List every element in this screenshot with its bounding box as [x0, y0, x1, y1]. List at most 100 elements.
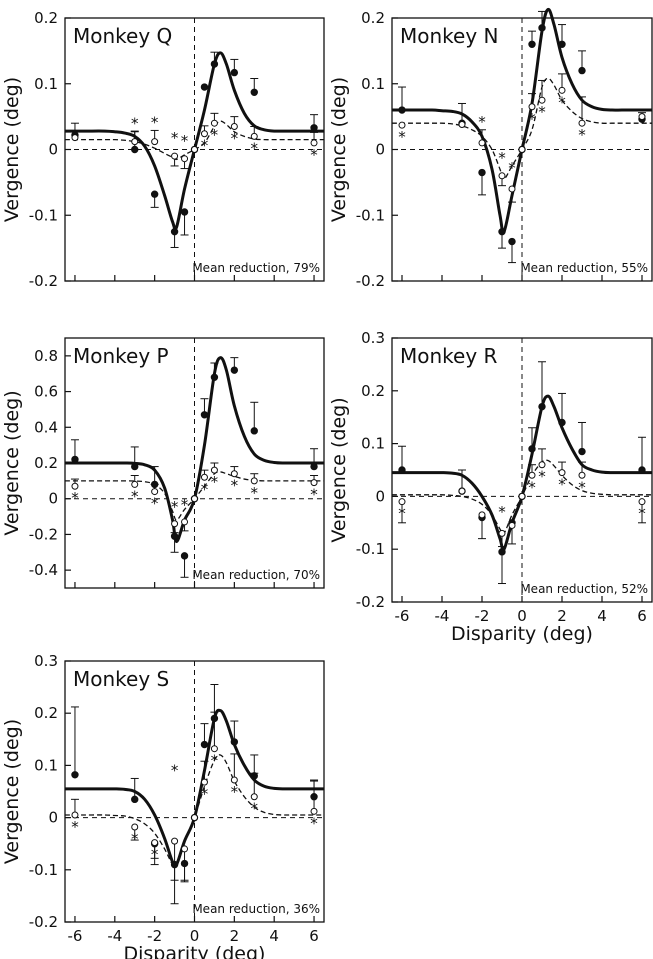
significance-star: * [310, 486, 318, 504]
y-tick-label: 0.2 [361, 382, 385, 400]
mean-reduction-note: Mean reduction, 70% [192, 568, 320, 582]
y-axis-label: Vergence (deg) [328, 397, 350, 542]
fit-curve-solid [391, 394, 652, 552]
data-point-open [558, 469, 566, 477]
fit-curve-dashed [65, 120, 324, 161]
data-point-filled [180, 552, 189, 560]
significance-star: * [251, 800, 259, 818]
data-point-open [528, 103, 536, 111]
fit-curve-dashed [65, 754, 324, 868]
data-point-filled [230, 68, 239, 77]
data-point-open [518, 146, 526, 153]
y-tick-label: -0.1 [29, 861, 58, 879]
data-point-filled [578, 66, 586, 75]
data-point-filled [71, 455, 79, 464]
data-point-open [508, 521, 516, 529]
fit-curve-solid [65, 708, 324, 868]
data-point-filled [200, 740, 209, 749]
fit-curve-dashed [65, 471, 324, 521]
series-open: ********* [65, 711, 324, 905]
series-open: * ** * ** * * * * [65, 462, 324, 534]
y-axis-label: Vergence (deg) [328, 77, 350, 222]
mean-reduction-note: Mean reduction, 36% [192, 902, 320, 916]
y-tick-label: -0.1 [356, 540, 385, 558]
data-point-open [310, 807, 318, 815]
data-point-filled [71, 771, 79, 779]
significance-star: * [578, 478, 586, 496]
data-point-open [458, 121, 466, 129]
significance-star: * [201, 785, 209, 803]
data-point-open [478, 139, 486, 147]
data-point-open [151, 138, 159, 146]
y-tick-label: 0 [375, 141, 385, 159]
x-tick-label: 6 [309, 927, 319, 945]
data-point-open [250, 132, 258, 140]
data-point-open [498, 529, 506, 537]
significance-star: * [231, 129, 239, 147]
significance-star: * [231, 477, 239, 495]
data-point-open [200, 778, 208, 786]
y-axis-label: Vergence (deg) [1, 390, 23, 535]
data-point-open [578, 471, 586, 479]
x-tick-label: -6 [395, 607, 410, 625]
data-point-open [578, 119, 586, 127]
series-open: ***** *** [391, 73, 652, 203]
fit-curve-solid [64, 51, 324, 231]
data-point-open [171, 152, 179, 160]
y-tick-label: 0.2 [34, 704, 58, 722]
data-point-open [181, 518, 189, 526]
data-point-filled [170, 227, 179, 236]
data-point-open [250, 793, 258, 801]
data-point-filled [508, 237, 516, 246]
mean-reduction-note: Mean reduction, 79% [192, 261, 320, 275]
data-point-open [518, 492, 526, 500]
panel-monkey-n: 0.2 0.1 0 -0.1 -0.2 Monkey N Mean reduction, 5… [328, 7, 653, 290]
x-tick-label: 6 [637, 607, 647, 625]
data-point-open [638, 113, 646, 121]
significance-star: * [131, 115, 139, 133]
data-point-open [131, 823, 139, 831]
fit-curve-dashed [391, 459, 652, 535]
data-point-open [528, 471, 536, 479]
significance-star: * [538, 103, 546, 121]
x-tick-label: 0 [190, 927, 200, 945]
data-point-open [181, 845, 189, 853]
significance-star: * [578, 126, 586, 144]
data-point-filled [528, 40, 536, 48]
x-tick-label: -4 [107, 927, 122, 945]
panel-monkey-r: 0.3 0.2 0.1 0 -0.1 -0.2 -6 -4 -2 0 2 4 6 Monkey R Mean… [328, 329, 653, 645]
panel-monkey-s: 0.3 0.2 0.1 0 -0.1 -0.2 -6 -4 -2 0 2 4 6 Monkey S Mean… [1, 652, 325, 959]
data-point-filled [230, 738, 239, 746]
y-tick-label: -0.2 [29, 913, 58, 931]
data-point-open [638, 498, 646, 506]
series-filled [65, 356, 324, 578]
data-point-filled [200, 83, 209, 91]
data-point-filled [131, 462, 139, 471]
data-point-filled [210, 60, 219, 68]
y-tick-label: 0 [48, 141, 58, 159]
data-point-open [398, 121, 406, 129]
data-point-filled [310, 124, 318, 132]
data-point-filled [398, 106, 406, 114]
x-axis-label: Disparity (deg) [451, 623, 593, 645]
data-point-filled [498, 227, 506, 236]
series-open: ********* [65, 112, 324, 170]
data-point-open [230, 470, 238, 478]
data-point-open [538, 96, 546, 104]
data-point-filled [230, 366, 239, 374]
y-tick-label: 0.2 [361, 9, 385, 27]
y-tick-label: 0.1 [361, 75, 385, 93]
significance-star: * [211, 752, 219, 770]
significance-star: * [558, 93, 566, 111]
series-open: **** * ** [391, 448, 652, 548]
significance-star: * [478, 113, 486, 131]
significance-star: * [211, 126, 219, 144]
significance-star: * [151, 495, 159, 513]
data-point-filled [538, 24, 546, 32]
significance-star: * [71, 489, 79, 507]
y-tick-label: -0.4 [29, 561, 58, 579]
data-point-open [558, 86, 566, 94]
data-point-filled [131, 795, 139, 804]
panel-monkey-p: 0.8 0.6 0.4 0.2 0 -0.2 -0.4 Monkey P Mean reduct… [1, 337, 325, 589]
data-point-filled [578, 447, 586, 456]
